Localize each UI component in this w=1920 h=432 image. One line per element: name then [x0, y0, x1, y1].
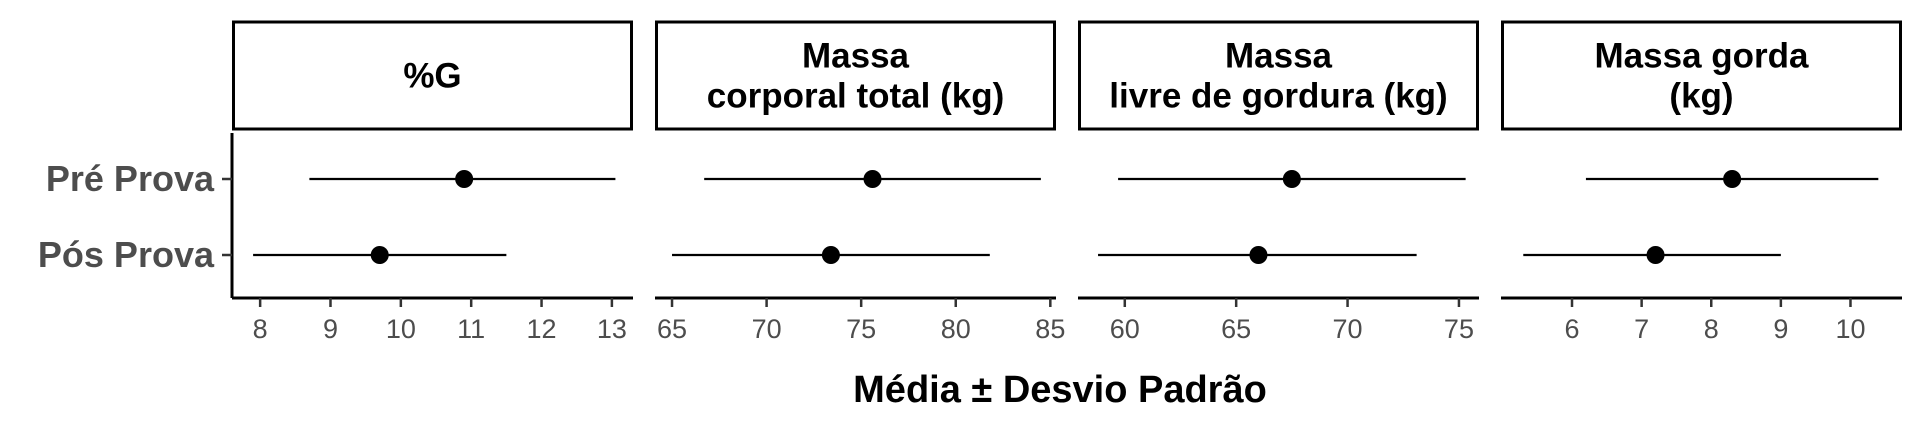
mean-point — [1646, 246, 1665, 264]
facet-title: Massa — [802, 37, 910, 76]
facet-strip — [1501, 20, 1902, 131]
x-tick-label: 80 — [941, 314, 971, 344]
facet-strip — [1078, 20, 1479, 131]
x-tick-label: 85 — [1035, 314, 1065, 344]
facet-title: livre de gordura (kg) — [1109, 77, 1447, 116]
facet-strip — [232, 20, 633, 131]
facet-strip — [655, 20, 1056, 131]
x-tick-label: 65 — [1221, 314, 1251, 344]
facet-title: (kg) — [1669, 77, 1733, 116]
facet-title: corporal total (kg) — [707, 77, 1005, 116]
x-tick-label: 8 — [253, 314, 268, 344]
x-tick-label: 9 — [1773, 314, 1788, 344]
mean-point — [1723, 170, 1742, 188]
facet-title: %G — [403, 57, 461, 96]
x-axis-title: Média ± Desvio Padrão — [853, 369, 1267, 411]
facet-panel: Massa gorda(kg) 6 7 8 9 10 — [1501, 20, 1902, 344]
x-tick-label: 65 — [657, 314, 687, 344]
mean-point — [455, 170, 474, 188]
x-tick-label: 11 — [457, 314, 485, 344]
mean-point — [370, 246, 389, 264]
mean-point — [863, 170, 882, 188]
facet-title: Massa gorda — [1595, 37, 1809, 76]
mean-point — [1249, 246, 1268, 264]
x-tick-label: 70 — [752, 314, 782, 344]
mean-point — [821, 246, 840, 264]
x-tick-label: 7 — [1634, 314, 1649, 344]
x-tick-label: 13 — [597, 314, 627, 344]
x-tick-label: 75 — [846, 314, 876, 344]
mean-point — [1282, 170, 1301, 188]
x-tick-label: 12 — [527, 314, 557, 344]
x-tick-label: 70 — [1333, 314, 1363, 344]
x-tick-label: 6 — [1564, 314, 1579, 344]
y-axis: Pré Prova Pós Prova — [38, 133, 234, 298]
x-tick-label: 75 — [1444, 314, 1474, 344]
x-tick-label: 9 — [323, 314, 338, 344]
x-tick-label: 10 — [386, 314, 416, 344]
x-tick-label: 10 — [1835, 314, 1865, 344]
x-tick-label: 8 — [1704, 314, 1719, 344]
y-tick-label: Pré Prova — [46, 158, 215, 199]
facet-title: Massa — [1225, 37, 1333, 76]
facet-panel: %G 8 9 10 11 12 13 — [232, 20, 633, 344]
x-tick-label: 60 — [1110, 314, 1140, 344]
y-tick-label: Pós Prova — [38, 234, 215, 275]
